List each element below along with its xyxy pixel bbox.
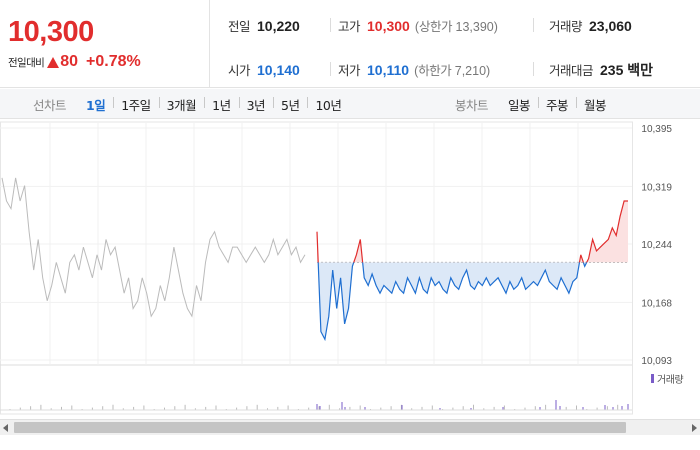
stat-high: 고가 10,300 (상한가 13,390) [338, 16, 498, 35]
tab-1day[interactable]: 1일 [86, 97, 106, 113]
tab-3year[interactable]: 3년 [238, 95, 273, 114]
stat-value: 10,140 [257, 62, 300, 78]
volume-legend-label: 거래량 [657, 375, 684, 386]
lower-limit-value: 7,210 [454, 64, 487, 78]
stat-trade-amount: 거래대금 235 백만 [549, 60, 653, 80]
stat-prev-close: 전일 10,220 [228, 16, 300, 35]
scroll-left-icon[interactable] [3, 424, 8, 432]
tab-5year[interactable]: 5년 [273, 95, 307, 114]
line-chart-header: 선차트 [33, 97, 67, 113]
tab-monthly-candle[interactable]: 월봉 [576, 95, 614, 114]
today-line-down [317, 262, 588, 342]
candle-chart-tabs: 봉차트 일봉 주봉 월봉 [455, 89, 614, 119]
current-price: 10,300 [8, 16, 94, 48]
lower-limit: (하한가 7,210) [414, 64, 491, 78]
tab-daily-candle[interactable]: 일봉 [508, 97, 531, 113]
divider [330, 62, 331, 76]
tab-1week[interactable]: 1주일 [113, 95, 158, 114]
stat-low: 저가 10,110 (하한가 7,210) [338, 60, 490, 79]
scroll-right-icon[interactable] [692, 424, 697, 432]
today-fill-down [317, 262, 628, 340]
stat-label: 거래대금 [549, 63, 594, 78]
stat-label: 거래량 [549, 19, 583, 34]
scroll-thumb[interactable] [14, 422, 626, 433]
change-label: 전일대비 [8, 56, 45, 69]
stat-label: 전일 [228, 19, 251, 34]
tab-3month[interactable]: 3개월 [158, 95, 204, 114]
price-chart[interactable]: 10,395 10,319 10,244 10,168 10,093 [0, 120, 700, 450]
prev-day-line [1, 177, 306, 318]
y-tick-label: 10,093 [641, 356, 672, 367]
today-fill-up [317, 201, 628, 263]
change-amount: 80 [60, 53, 79, 70]
volume-legend: 거래량 [651, 371, 684, 386]
stat-label: 저가 [338, 63, 361, 78]
stat-value: 10,110 [367, 62, 410, 78]
volume-swatch [651, 374, 654, 383]
stat-value: 235 백만 [600, 62, 654, 78]
y-tick-label: 10,395 [641, 124, 672, 135]
upper-limit: (상한가 13,390) [414, 20, 498, 34]
stat-open: 시가 10,140 [228, 60, 300, 79]
tab-10year[interactable]: 10년 [307, 95, 349, 114]
line-chart-tabs: 선차트 1일 1주일 3개월 1년 3년 5년 10년 [33, 89, 349, 119]
stat-label: 고가 [338, 19, 361, 34]
horizontal-scrollbar[interactable] [0, 419, 700, 435]
upper-limit-value: 13,390 [455, 20, 494, 34]
candle-chart-header: 봉차트 [455, 97, 489, 113]
stat-label: 시가 [228, 63, 251, 78]
tab-weekly-candle[interactable]: 주봉 [538, 95, 576, 114]
y-tick-label: 10,319 [641, 182, 672, 193]
upper-limit-label: 상한가 [419, 20, 453, 34]
price-summary: 10,300 전일대비 80 +0.78% 전일 10,220 고가 10,30… [0, 0, 700, 88]
stat-value: 10,220 [257, 18, 300, 34]
stat-value: 10,300 [367, 18, 410, 34]
stat-value: 23,060 [589, 18, 632, 34]
change-percent: +0.78% [86, 53, 141, 70]
tab-1year[interactable]: 1년 [204, 95, 238, 114]
divider [533, 18, 534, 32]
stat-volume: 거래량 23,060 [549, 16, 632, 35]
up-triangle-icon [47, 56, 60, 68]
y-tick-label: 10,244 [641, 240, 672, 251]
chart-period-tabbar: 선차트 1일 1주일 3개월 1년 3년 5년 10년 봉차트 일봉 주봉 월봉 [0, 89, 700, 119]
current-price-box: 10,300 전일대비 80 +0.78% [0, 0, 210, 88]
price-chart-area[interactable]: 10,395 10,319 10,244 10,168 10,093 거래량 [0, 120, 700, 450]
chart-frame [0, 121, 633, 415]
change-row: 전일대비 80 +0.78% [8, 53, 141, 71]
divider [330, 18, 331, 32]
divider [533, 62, 534, 76]
lower-limit-label: 하한가 [418, 64, 452, 78]
y-tick-label: 10,168 [641, 298, 672, 309]
